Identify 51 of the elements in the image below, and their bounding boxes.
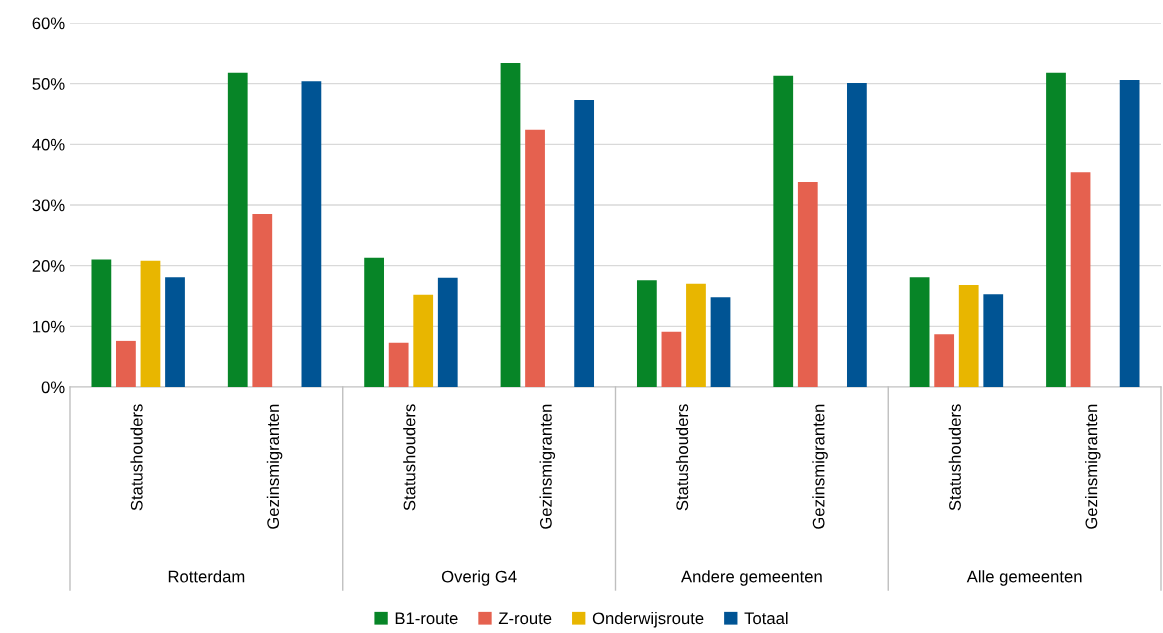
y-tick-label: 10%	[33, 320, 65, 333]
bar	[686, 283, 706, 387]
bar	[301, 81, 322, 387]
bar	[983, 294, 1004, 387]
legend-label: Totaal	[744, 611, 788, 625]
y-tick-label: 50%	[32, 78, 65, 90]
x-tick-label: Statushouders	[948, 404, 961, 511]
y-tick-label: 40%	[32, 138, 65, 151]
y-tick-label: 60%	[32, 17, 65, 30]
x-tick-label: Gezinsmigranten	[266, 404, 283, 529]
legend-label: B1-route	[395, 612, 458, 625]
bar	[500, 63, 521, 387]
x-tick-label: Gezinsmigranten	[812, 404, 828, 529]
bar	[847, 83, 867, 387]
x-tick-label: Statushouders	[403, 404, 416, 511]
bar	[525, 129, 545, 387]
text: Rotterdam	[168, 570, 245, 583]
y-tick-label: 30%	[32, 199, 65, 212]
bar	[388, 342, 409, 387]
x-tick-label: Statushouders	[130, 404, 143, 511]
bar	[958, 285, 979, 387]
x-tick-label: Statushouders	[675, 404, 689, 511]
bar	[934, 334, 955, 387]
bar	[797, 181, 818, 387]
bar	[116, 340, 136, 387]
bar	[91, 259, 112, 387]
bar	[165, 277, 185, 387]
bar	[252, 214, 273, 387]
bar	[1119, 80, 1140, 387]
bar	[909, 277, 930, 387]
bar	[710, 297, 731, 387]
bar	[661, 331, 682, 387]
bar	[574, 100, 595, 387]
legend-label: Z-route	[498, 612, 552, 625]
bar	[1070, 172, 1091, 387]
x-tick-label: Gezinsmigranten	[1085, 404, 1101, 529]
text: Overig G4	[441, 570, 517, 586]
bar	[413, 294, 434, 387]
bar	[636, 280, 657, 387]
bar	[773, 75, 794, 387]
x-tick-label: Gezinsmigranten	[539, 404, 556, 529]
text: Andere gemeenten	[681, 570, 822, 586]
y-tick-label: 20%	[32, 260, 65, 272]
bar	[364, 257, 384, 387]
bar	[140, 260, 161, 387]
bar	[227, 72, 248, 387]
bar	[437, 277, 458, 387]
text: Alle gemeenten	[966, 570, 1082, 586]
y-tick-label: 0%	[41, 381, 65, 394]
legend-label: Onderwijsroute	[592, 611, 704, 628]
bar	[1046, 72, 1066, 387]
